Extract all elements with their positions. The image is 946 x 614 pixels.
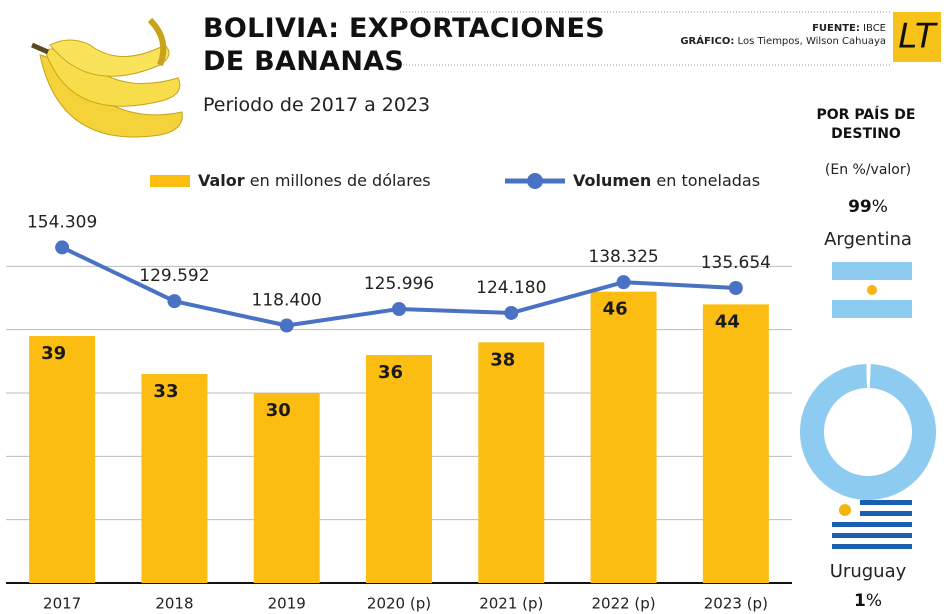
line-marker [728, 280, 743, 295]
x-tick-label: 2022 (p) [591, 595, 655, 613]
line-value-label: 129.592 [139, 266, 209, 286]
bar-value-label: 38 [490, 349, 515, 370]
line-marker [392, 301, 406, 316]
bar-value-label: 36 [378, 362, 403, 383]
x-tick-label: 2017 [43, 595, 81, 613]
bar-value-label: 39 [41, 343, 66, 364]
source: FUENTE: IBCE [812, 23, 886, 34]
pie-slice [800, 364, 936, 501]
bar [366, 355, 432, 583]
title: BOLIVIA: EXPORTACIONES DE BANANAS [203, 13, 606, 77]
line-value-label: 124.180 [476, 278, 546, 298]
bar-value-label: 30 [266, 400, 291, 421]
bar-value-label: 46 [603, 299, 628, 320]
x-tick-label: 2020 (p) [367, 595, 431, 613]
pie-value-label: 99% [848, 197, 888, 217]
bar [590, 291, 657, 583]
pie-category-label: Uruguay [830, 561, 907, 582]
logo-box [893, 12, 941, 62]
line-value-label: 154.309 [27, 212, 97, 232]
line-marker [55, 240, 70, 255]
bar [478, 342, 545, 583]
credit: GRÁFICO: Los Tiempos, Wilson Cahuaya [680, 34, 886, 47]
argentina-flag [832, 262, 912, 318]
line-marker [504, 305, 519, 320]
x-tick-label: 2023 (p) [704, 595, 768, 613]
bar-value-label: 33 [153, 381, 178, 402]
bar [29, 336, 96, 583]
logo: LT [898, 17, 938, 57]
banana-illustration [30, 17, 183, 138]
bar [253, 393, 320, 583]
line-value-label: 125.996 [364, 274, 434, 294]
bar [141, 374, 208, 583]
line-value-label: 138.325 [588, 247, 658, 267]
legend-swatch [150, 175, 190, 187]
pie-title: POR PAÍS DE DESTINO [816, 107, 916, 142]
subtitle: Periodo de 2017 a 2023 [203, 94, 431, 116]
pie-subtitle: (En %/valor) [825, 162, 911, 178]
legend-swatch [527, 173, 543, 189]
pie-value-label: 1% [854, 591, 882, 611]
line-marker [279, 318, 294, 333]
x-tick-label: 2021 (p) [479, 595, 543, 613]
line-value-label: 135.654 [701, 253, 771, 273]
pie-category-label: Argentina [824, 229, 912, 250]
uruguay-flag [832, 500, 912, 549]
line-marker [167, 294, 182, 309]
bar [702, 304, 769, 583]
pie-slice [866, 364, 871, 389]
bar-value-label: 44 [715, 311, 740, 332]
legend-label: Valor en millones de dólares [198, 171, 431, 190]
legend-label: Volumen en toneladas [573, 171, 760, 190]
line-value-label: 118.400 [252, 291, 322, 311]
line-marker [616, 275, 631, 290]
x-tick-label: 2018 [155, 595, 193, 613]
x-tick-label: 2019 [268, 595, 306, 613]
